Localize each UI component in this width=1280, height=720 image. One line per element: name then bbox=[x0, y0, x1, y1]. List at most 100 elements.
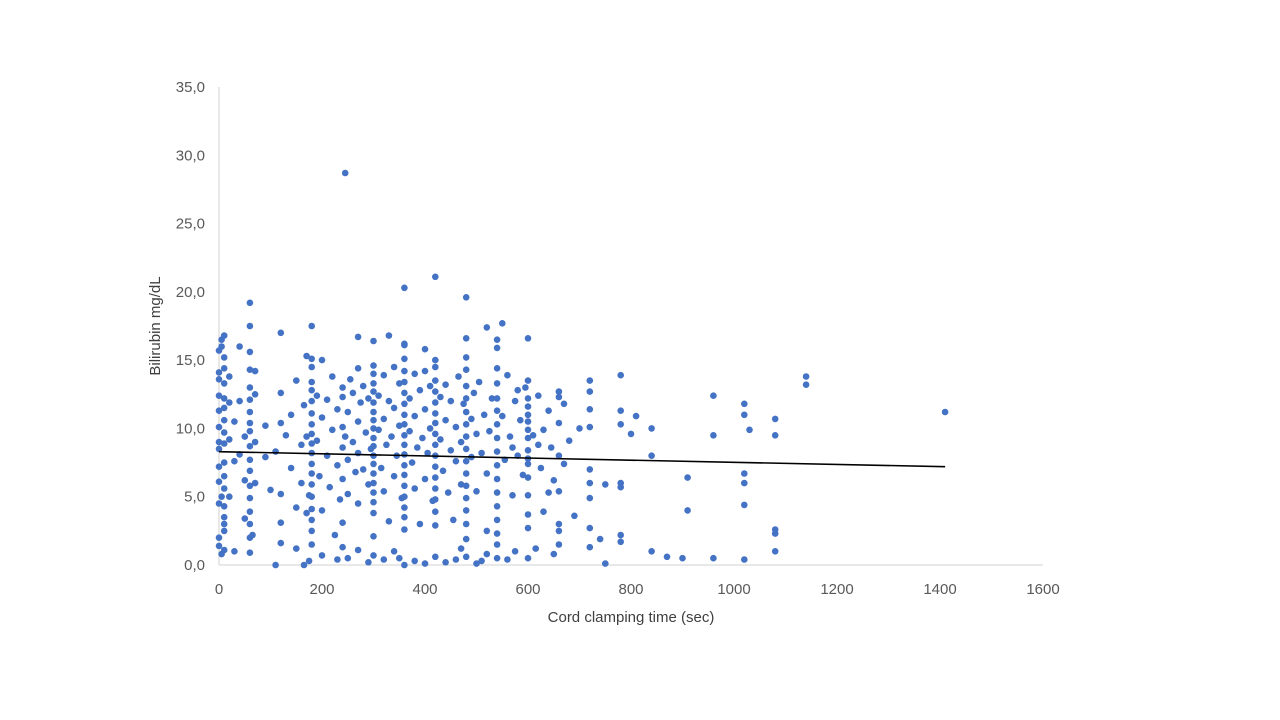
data-point bbox=[293, 545, 300, 552]
data-point bbox=[473, 560, 480, 567]
data-point bbox=[401, 441, 408, 449]
data-point bbox=[401, 284, 408, 292]
data-point bbox=[648, 548, 655, 555]
data-point bbox=[385, 332, 393, 339]
data-point bbox=[411, 557, 419, 565]
data-point bbox=[396, 554, 403, 562]
data-point bbox=[462, 335, 470, 342]
data-point bbox=[432, 356, 439, 364]
data-point bbox=[277, 329, 285, 337]
data-point bbox=[308, 378, 316, 386]
data-point bbox=[370, 337, 377, 345]
data-point bbox=[370, 509, 377, 517]
data-point bbox=[298, 479, 305, 487]
data-point bbox=[339, 444, 346, 451]
data-point bbox=[586, 377, 594, 384]
data-point bbox=[432, 363, 439, 371]
data-point bbox=[380, 556, 388, 563]
data-point bbox=[241, 477, 249, 484]
data-point bbox=[251, 479, 259, 487]
data-point bbox=[746, 426, 753, 434]
data-point bbox=[215, 423, 223, 431]
data-point bbox=[375, 426, 382, 434]
data-point bbox=[401, 421, 408, 428]
data-point bbox=[524, 554, 532, 562]
data-point bbox=[555, 388, 563, 395]
data-point bbox=[462, 421, 470, 428]
data-point bbox=[339, 423, 346, 431]
data-point bbox=[519, 471, 527, 479]
data-point bbox=[308, 430, 316, 438]
data-point bbox=[517, 416, 524, 424]
y-tick-label: 30,0 bbox=[176, 147, 205, 164]
data-point bbox=[370, 552, 377, 559]
data-point bbox=[362, 429, 370, 436]
data-point bbox=[308, 363, 316, 371]
data-point bbox=[432, 377, 439, 384]
data-point bbox=[218, 550, 225, 558]
data-point bbox=[462, 470, 470, 477]
data-point bbox=[509, 492, 516, 499]
data-point bbox=[432, 419, 439, 427]
data-point bbox=[308, 470, 316, 477]
data-point bbox=[462, 445, 470, 453]
data-point bbox=[277, 419, 285, 427]
trendline bbox=[218, 450, 946, 468]
data-point bbox=[684, 507, 691, 514]
data-point bbox=[318, 507, 326, 514]
data-point bbox=[365, 559, 372, 566]
data-point bbox=[323, 396, 331, 404]
data-point bbox=[370, 370, 377, 378]
y-tick-label: 15,0 bbox=[176, 352, 205, 369]
data-point bbox=[401, 411, 408, 419]
data-point bbox=[308, 322, 316, 330]
data-point bbox=[313, 437, 321, 445]
data-point bbox=[287, 411, 295, 419]
data-point bbox=[586, 479, 594, 487]
data-point bbox=[401, 378, 408, 386]
data-point bbox=[493, 434, 501, 442]
data-point bbox=[524, 403, 532, 410]
data-point bbox=[462, 535, 470, 543]
data-point bbox=[462, 382, 470, 390]
data-point bbox=[370, 452, 377, 460]
data-point bbox=[246, 508, 254, 515]
data-point bbox=[462, 408, 470, 416]
data-point bbox=[426, 425, 434, 432]
data-point bbox=[771, 530, 779, 537]
data-point bbox=[401, 340, 408, 348]
data-point bbox=[313, 392, 321, 400]
data-point bbox=[586, 466, 594, 473]
data-point bbox=[504, 556, 511, 563]
data-point bbox=[439, 467, 447, 475]
data-point bbox=[220, 365, 228, 372]
data-point bbox=[318, 552, 326, 559]
data-point bbox=[385, 518, 393, 525]
data-point bbox=[401, 355, 408, 363]
data-point bbox=[352, 468, 359, 476]
data-point bbox=[246, 366, 254, 374]
data-point bbox=[370, 434, 377, 442]
data-point bbox=[370, 380, 377, 387]
data-point bbox=[236, 343, 243, 350]
data-point bbox=[741, 501, 748, 509]
data-point bbox=[470, 389, 478, 397]
data-point bbox=[308, 505, 316, 513]
data-point bbox=[246, 456, 254, 464]
data-point bbox=[493, 541, 501, 548]
data-point bbox=[277, 490, 285, 498]
data-point bbox=[586, 524, 594, 532]
data-point bbox=[344, 490, 352, 498]
data-point bbox=[326, 483, 334, 491]
data-point bbox=[215, 463, 223, 471]
data-point bbox=[488, 395, 496, 402]
data-point bbox=[555, 541, 563, 548]
data-point bbox=[383, 441, 390, 449]
data-point bbox=[411, 370, 419, 378]
data-point bbox=[231, 457, 238, 465]
data-point bbox=[462, 433, 470, 440]
data-point bbox=[347, 376, 354, 383]
data-point bbox=[215, 500, 223, 507]
data-point bbox=[447, 397, 455, 405]
data-point bbox=[220, 513, 228, 521]
